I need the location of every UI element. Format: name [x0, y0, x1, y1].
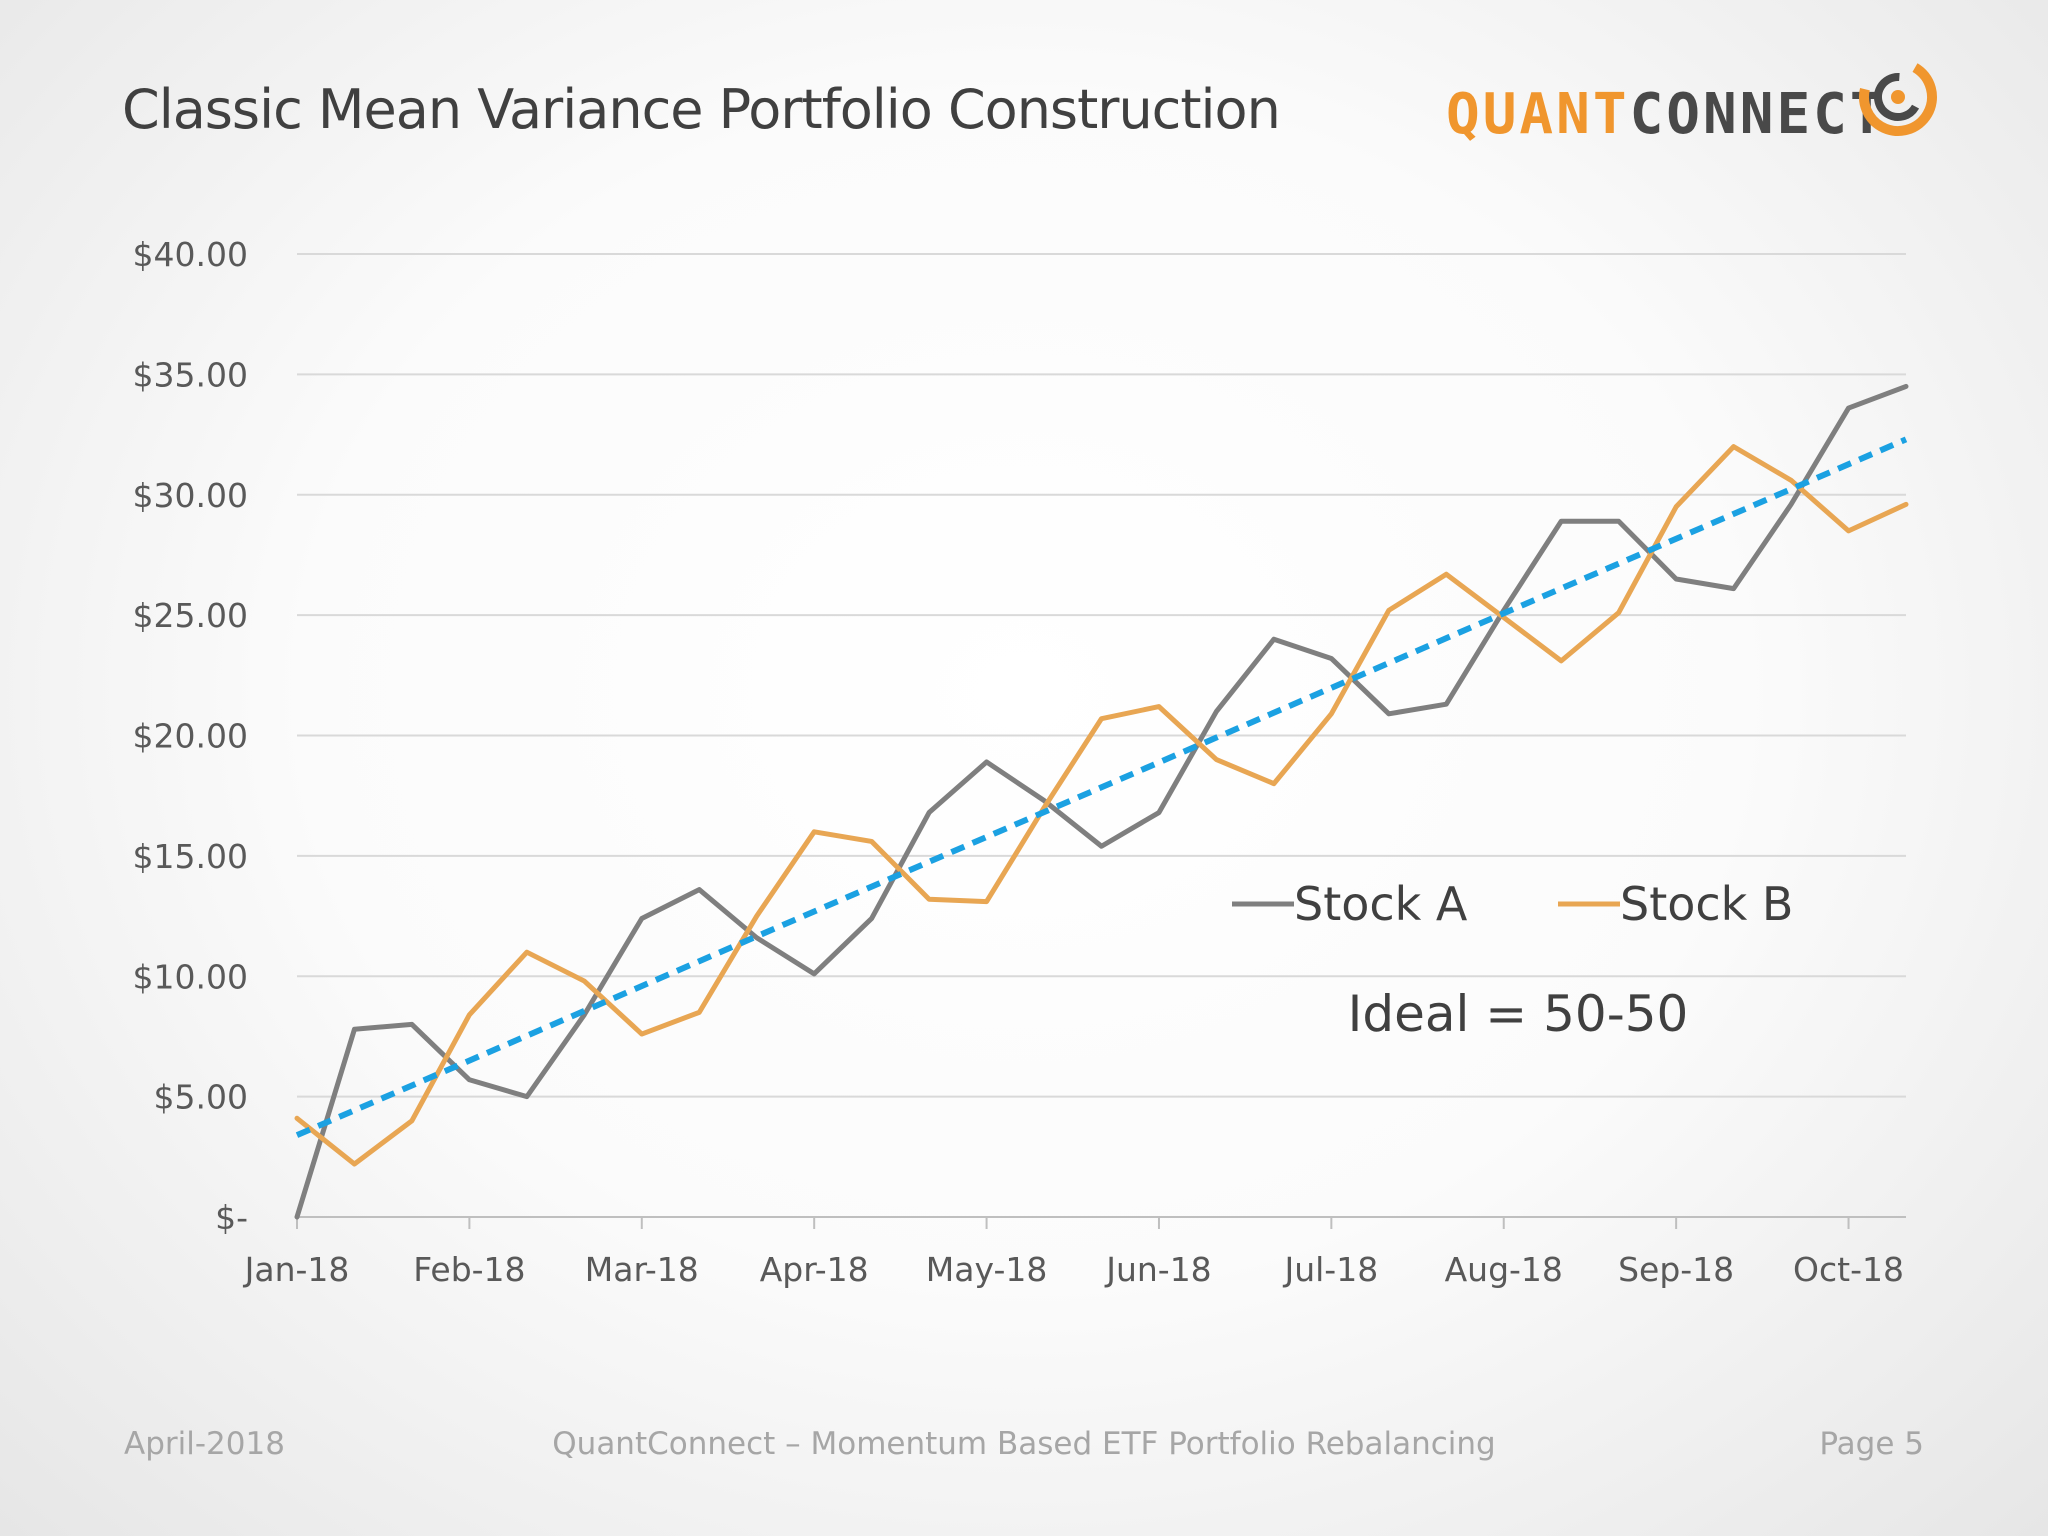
gridlines: [297, 253, 1906, 1098]
y-tick-label: $20.00: [133, 717, 248, 756]
x-tick-label: Sep-18: [1618, 1250, 1734, 1289]
series-line-stock-a: [294, 383, 1909, 1220]
footer-date: April-2018: [124, 1426, 285, 1462]
y-tick-label: $10.00: [133, 957, 248, 996]
x-tick-label: Aug-18: [1445, 1250, 1563, 1289]
footer-page-number: Page 5: [1819, 1426, 1924, 1462]
legend: Stock A Stock B: [1232, 877, 1794, 931]
legend-label: Stock B: [1620, 877, 1794, 931]
legend-label: Stock A: [1294, 877, 1468, 931]
y-tick-label: $5.00: [154, 1078, 248, 1117]
y-tick-label: $25.00: [133, 596, 248, 635]
logo-connect: CONNECT: [1629, 82, 1887, 147]
chart-annotation: Ideal = 50-50: [1348, 985, 1689, 1043]
x-tick-label: Jun-18: [1104, 1250, 1211, 1289]
x-tick-label: Jan-18: [243, 1250, 350, 1289]
trend-line: [295, 436, 1908, 1138]
series-lines: [294, 383, 1909, 1220]
slide-title: Classic Mean Variance Portfolio Construc…: [122, 78, 1281, 141]
y-tick-label: $30.00: [133, 476, 248, 515]
x-tick-label: Feb-18: [413, 1250, 525, 1289]
logo-quant: QUANT: [1446, 82, 1630, 147]
logo-ring-icon: [1859, 58, 1937, 136]
series-line-stock-b: [294, 444, 1909, 1167]
logo-wordmark: QUANTCONNECT: [1446, 82, 1887, 147]
y-tick-label: $15.00: [133, 837, 248, 876]
footer-presentation-title: QuantConnect – Momentum Based ETF Portfo…: [552, 1426, 1496, 1462]
x-tick-label: May-18: [926, 1250, 1048, 1289]
x-tick-label: Apr-18: [760, 1250, 869, 1289]
quantconnect-logo: QUANTCONNECT: [1446, 52, 1946, 152]
x-tick-label: Oct-18: [1793, 1250, 1904, 1289]
x-tick-label: Jul-18: [1282, 1250, 1378, 1289]
x-tick-label: Mar-18: [585, 1250, 699, 1289]
y-tick-label: $-: [215, 1198, 248, 1237]
y-tick-label: $40.00: [133, 235, 248, 274]
axes: $- $5.00 $10.00 $15.00 $20.00 $25.00 $30.00 $35…: [133, 235, 1906, 1289]
y-tick-label: $35.00: [133, 355, 248, 394]
